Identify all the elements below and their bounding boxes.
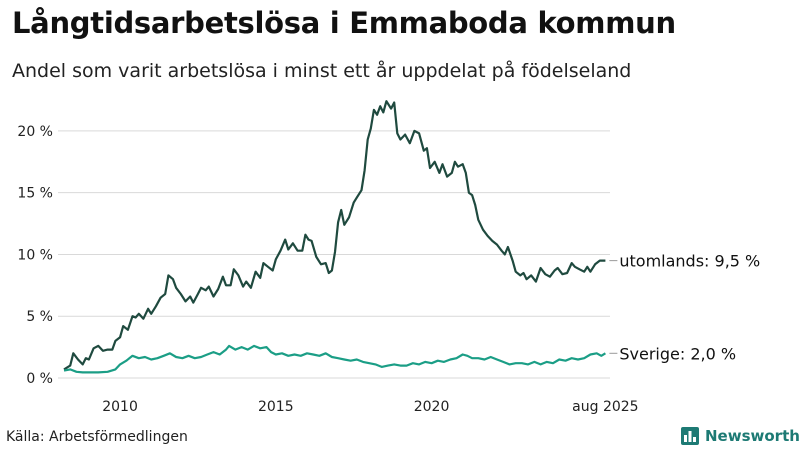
chart-title: Långtidsarbetslösa i Emmaboda kommun (12, 6, 676, 40)
series-end-labels: utomlands: 9,5 % Sverige: 2,0 % (609, 252, 760, 363)
source-note: Källa: Arbetsförmedlingen (6, 429, 188, 445)
brand-name: Newsworthy (705, 427, 800, 445)
x-tick-label: 2020 (414, 399, 450, 415)
series-line-utomlands (63, 100, 606, 371)
series-lines (63, 100, 606, 374)
x-tick-label: 2015 (258, 399, 294, 415)
y-tick-label: 20 % (17, 124, 53, 140)
y-tick-label: 0 % (26, 371, 53, 387)
chart-subtitle: Andel som varit arbetslösa i minst ett å… (12, 60, 632, 82)
brand-logo[interactable]: Newsworthy (680, 426, 800, 446)
x-tick-label: 2010 (102, 399, 138, 415)
bar-chart-logo-icon (681, 427, 699, 445)
grid-lines (58, 130, 610, 379)
y-axis-tick-labels: 0 % 5 % 10 % 15 % 20 % (17, 124, 53, 387)
series-line-Sverige (63, 344, 606, 374)
y-tick-label: 15 % (17, 186, 53, 202)
x-axis-tick-labels: 2010 2015 2020 aug 2025 (102, 399, 638, 415)
x-tick-label: aug 2025 (572, 399, 638, 415)
y-tick-label: 5 % (26, 309, 53, 325)
y-tick-label: 10 % (17, 247, 53, 263)
series-end-label-Sverige: Sverige: 2,0 % (619, 344, 736, 363)
series-end-label-utomlands: utomlands: 9,5 % (619, 252, 760, 271)
